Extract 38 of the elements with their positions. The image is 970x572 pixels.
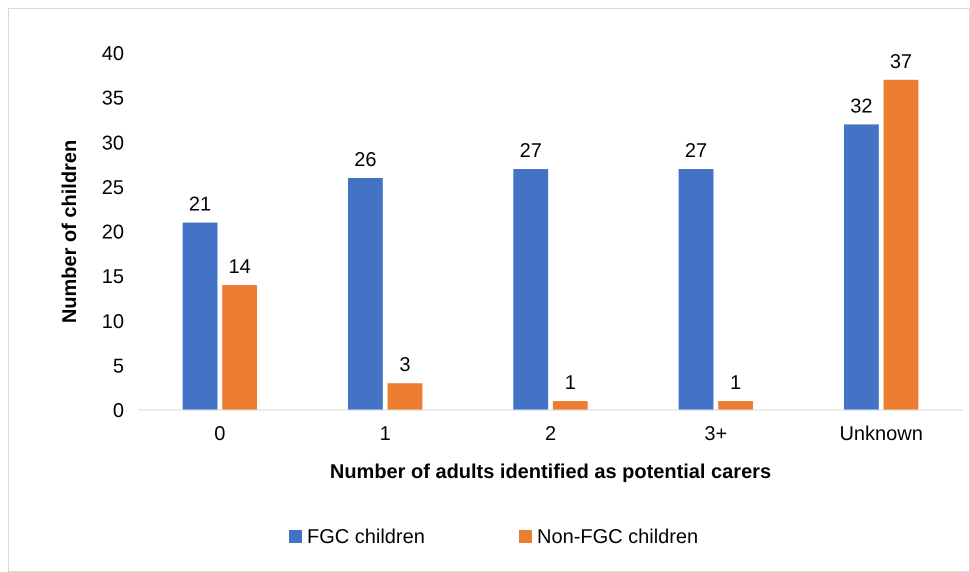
data-label: 21 bbox=[188, 194, 212, 216]
x-tick-label: 1 bbox=[380, 423, 391, 445]
y-tick-label: 20 bbox=[102, 222, 124, 244]
y-axis-title: Number of children bbox=[59, 140, 81, 324]
data-label: 27 bbox=[520, 140, 542, 162]
data-label: 32 bbox=[850, 95, 872, 118]
y-tick-label: 30 bbox=[102, 132, 124, 154]
data-label: 14 bbox=[228, 256, 251, 278]
bar bbox=[844, 124, 879, 410]
bar bbox=[513, 169, 548, 410]
y-tick-label: 15 bbox=[102, 266, 124, 288]
x-tick-label: 2 bbox=[544, 423, 556, 445]
y-tick-label: 35 bbox=[102, 88, 124, 110]
y-tick-label: 25 bbox=[102, 176, 124, 199]
data-label: 3 bbox=[399, 354, 411, 376]
data-label: 1 bbox=[730, 372, 742, 394]
bar bbox=[718, 401, 754, 410]
bar bbox=[388, 383, 422, 410]
x-axis-title: Number of adults identified as potential carers bbox=[330, 461, 772, 483]
x-tick-label: 3+ bbox=[704, 423, 728, 445]
bar bbox=[884, 80, 918, 410]
bar bbox=[678, 169, 714, 410]
bar bbox=[222, 285, 258, 410]
x-tick-label: 0 bbox=[214, 423, 226, 445]
y-tick-label: 40 bbox=[102, 43, 124, 65]
legend-label: FGC children bbox=[307, 526, 425, 548]
bar bbox=[552, 401, 588, 410]
y-tick-label: 10 bbox=[102, 310, 124, 333]
bar bbox=[348, 178, 383, 410]
y-tick-label: 5 bbox=[112, 355, 124, 378]
y-tick-label: 0 bbox=[112, 400, 124, 422]
legend-label: Non-FGC children bbox=[537, 526, 698, 548]
data-label: 37 bbox=[890, 50, 912, 73]
bar bbox=[182, 222, 218, 410]
data-label: 27 bbox=[684, 140, 708, 162]
data-label: 1 bbox=[564, 372, 576, 394]
x-tick-label: Unknown bbox=[839, 423, 923, 445]
data-label: 26 bbox=[354, 148, 377, 171]
